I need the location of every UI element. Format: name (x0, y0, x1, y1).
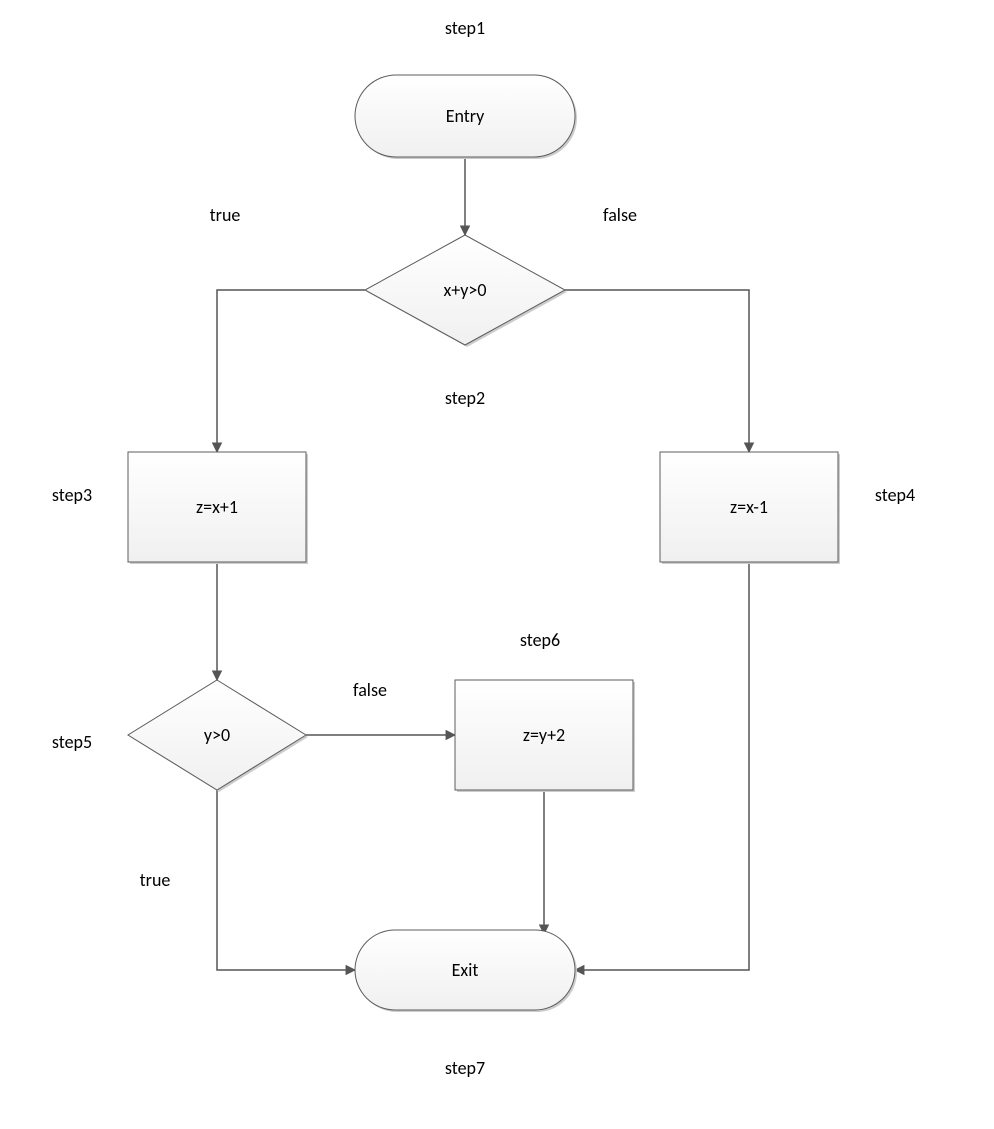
node-proc_l-label: z=x+1 (196, 496, 238, 518)
node-dec1-label: x+y>0 (444, 279, 487, 301)
label-step6: step6 (520, 629, 560, 651)
node-proc_r-label: z=x-1 (730, 496, 768, 518)
label-step7: step7 (445, 1057, 485, 1079)
edge-label-true1: true (210, 204, 241, 226)
label-step5: step5 (52, 731, 92, 753)
edge-label-false1: false (603, 204, 637, 226)
node-entry-label: Entry (446, 105, 485, 127)
edge-label-true2: true (140, 869, 171, 891)
node-proc_m-label: z=y+2 (523, 724, 565, 746)
edge-label-false2: false (353, 679, 387, 701)
edge (217, 290, 365, 452)
edge (565, 290, 749, 452)
edge (217, 790, 355, 970)
node-dec2-label: y>0 (204, 724, 230, 746)
label-step4: step4 (875, 484, 915, 506)
flowchart-canvas: Entry x+y>0 z=x+1 z=x-1 y>0 z=y+2 Exit step1 ste… (0, 0, 994, 1124)
label-step3: step3 (52, 484, 92, 506)
label-step2: step2 (445, 387, 485, 409)
label-step1: step1 (445, 17, 485, 39)
node-exit-label: Exit (452, 959, 479, 981)
